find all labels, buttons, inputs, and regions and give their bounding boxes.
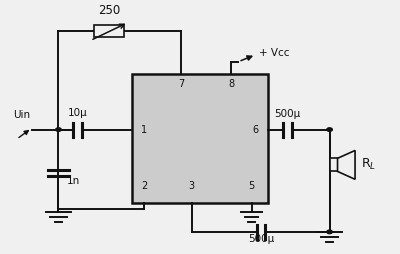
Text: R$_L$: R$_L$ <box>361 157 376 172</box>
Text: 1: 1 <box>141 124 148 135</box>
Text: 500μ: 500μ <box>248 234 275 244</box>
Text: 500μ: 500μ <box>274 109 301 119</box>
Text: 10μ: 10μ <box>68 108 88 118</box>
Text: 8: 8 <box>228 80 234 89</box>
Bar <box>330 158 338 171</box>
Text: + Vcc: + Vcc <box>259 48 290 58</box>
Polygon shape <box>338 150 355 179</box>
Circle shape <box>327 128 332 131</box>
Text: 5: 5 <box>248 181 255 191</box>
Text: 250: 250 <box>98 4 120 17</box>
Text: 3: 3 <box>189 181 195 191</box>
Text: Uin: Uin <box>13 110 30 120</box>
Circle shape <box>327 230 332 234</box>
Bar <box>94 25 124 38</box>
Text: 2: 2 <box>141 181 148 191</box>
Bar <box>132 74 268 203</box>
Circle shape <box>56 128 61 131</box>
Text: 7: 7 <box>178 80 184 89</box>
Text: 6: 6 <box>252 124 259 135</box>
Text: 1n: 1n <box>67 176 80 186</box>
